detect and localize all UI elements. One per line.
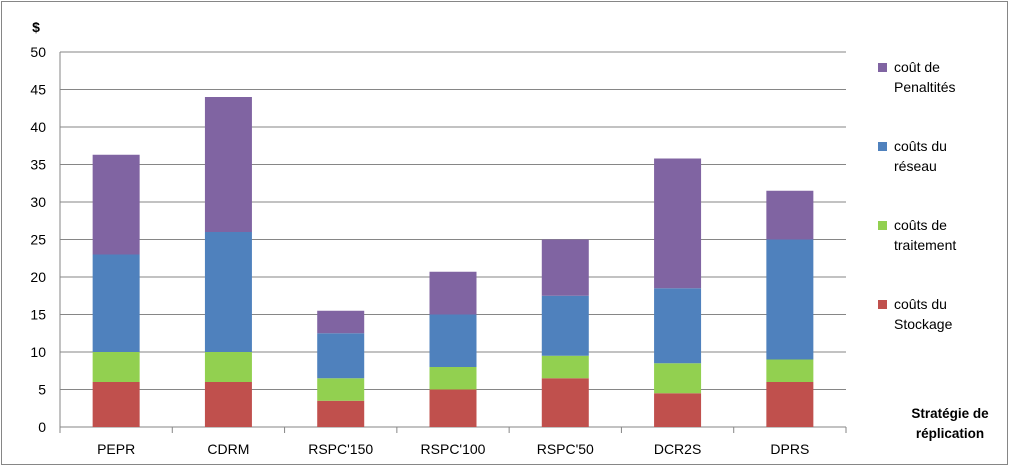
bar-segment	[766, 382, 814, 427]
legend-label: Stockage	[894, 316, 953, 332]
bar-segment	[317, 310, 365, 334]
bar-segment	[92, 382, 140, 427]
legend-label: coût de	[894, 59, 940, 75]
x-tick-label: DCR2S	[654, 441, 701, 457]
bar-segment	[317, 333, 365, 379]
y-tick-label: 40	[30, 119, 46, 135]
legend-label: coûts du	[894, 138, 947, 154]
bar-segment	[204, 232, 252, 352]
legend-swatch	[878, 221, 887, 230]
bar-segment	[541, 295, 589, 356]
bar-segment	[541, 355, 589, 379]
y-tick-label: 10	[30, 344, 46, 360]
bar-segment	[766, 359, 814, 382]
bar-segment	[204, 382, 252, 427]
bar-segment	[92, 254, 140, 352]
bar-segment	[654, 288, 702, 364]
bar-segment	[429, 389, 477, 427]
x-tick-label: DPRS	[770, 441, 809, 457]
x-axis-label: Stratégie de	[911, 406, 989, 421]
y-tick-label: 5	[38, 382, 46, 398]
bar-segment	[541, 239, 589, 296]
bar-segment	[766, 239, 814, 360]
x-tick-label: RSPC'150	[308, 441, 373, 457]
bar-segment	[429, 367, 477, 390]
bar-segment	[654, 363, 702, 394]
y-tick-label: 20	[30, 269, 46, 285]
bar-segment	[654, 158, 702, 289]
x-tick-label: RSPC'50	[537, 441, 594, 457]
legend-label: traitement	[894, 237, 956, 253]
legend-label: Penaltités	[894, 79, 955, 95]
legend-swatch	[878, 300, 887, 309]
x-tick-label: PEPR	[97, 441, 135, 457]
y-tick-label: 35	[30, 157, 46, 173]
legend-label: réseau	[894, 158, 937, 174]
legend-label: coûts de	[894, 217, 947, 233]
legend-swatch	[878, 142, 887, 151]
bar-segment	[92, 154, 140, 255]
x-axis-label: réplication	[916, 426, 984, 441]
bar-segment	[654, 393, 702, 427]
y-tick-label: 0	[38, 419, 46, 435]
bar-segment	[766, 190, 814, 240]
y-tick-label: 30	[30, 194, 46, 210]
bar-segment	[317, 400, 365, 427]
bar-segment	[204, 97, 252, 232]
y-tick-label: 25	[30, 232, 46, 248]
y-axis-label: $	[32, 19, 40, 35]
x-tick-label: RSPC'100	[421, 441, 486, 457]
bar-segment	[204, 352, 252, 382]
legend-swatch	[878, 63, 887, 72]
bar-segment	[92, 352, 140, 382]
y-tick-label: 50	[30, 44, 46, 60]
bar-segment	[541, 378, 589, 427]
bar-segment	[429, 271, 477, 315]
bar-segment	[317, 378, 365, 401]
y-tick-label: 15	[30, 307, 46, 323]
legend-label: coûts du	[894, 296, 947, 312]
bar-segment	[429, 314, 477, 367]
y-tick-label: 45	[30, 82, 46, 98]
x-tick-label: CDRM	[207, 441, 249, 457]
